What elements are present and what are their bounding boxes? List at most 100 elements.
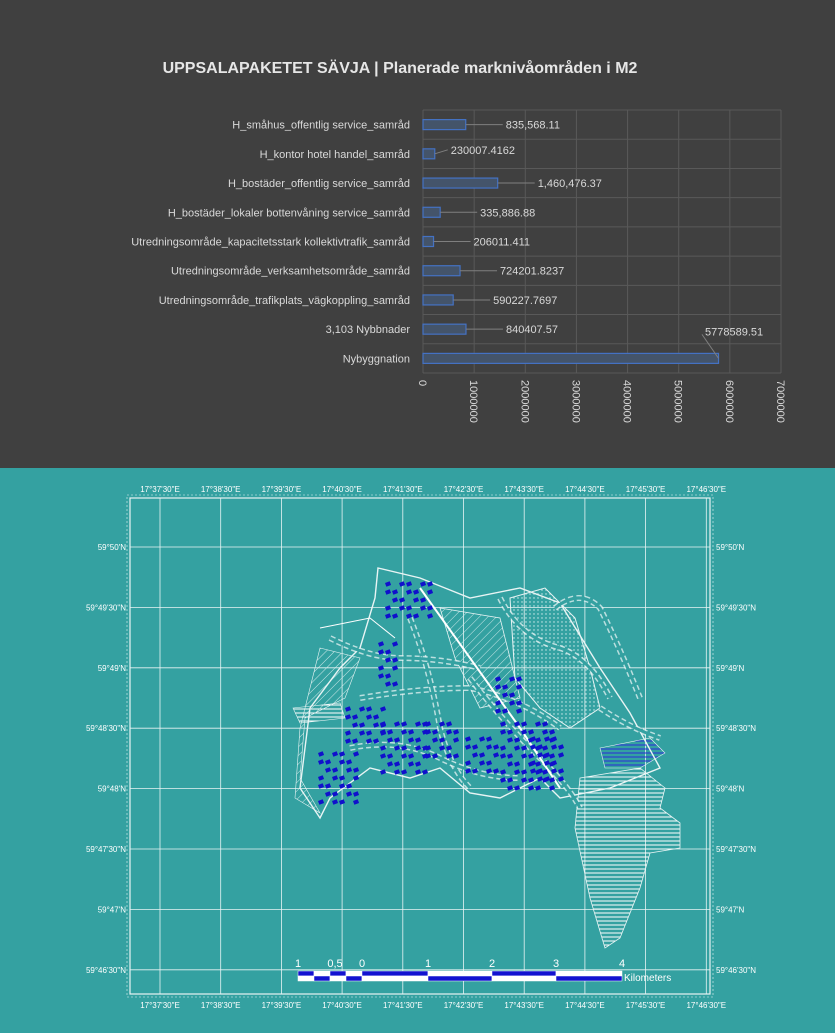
building <box>380 745 387 751</box>
building <box>439 745 446 751</box>
building <box>507 753 514 759</box>
building <box>332 775 339 781</box>
building <box>406 581 413 587</box>
building <box>373 738 380 744</box>
building <box>427 589 434 595</box>
category-label: H_småhus_offentlig service_samråd <box>232 120 410 132</box>
longitude-label-bottom: 17°37'30"E <box>140 1001 180 1010</box>
building <box>325 767 332 773</box>
scalebar-segment <box>345 975 363 982</box>
x-tick-label: 0 <box>416 380 428 386</box>
building <box>401 721 408 727</box>
building <box>495 684 502 690</box>
category-label: H_kontor hotel handel_samråd <box>260 149 410 161</box>
building <box>339 759 346 765</box>
x-tick-label: 4000000 <box>621 380 633 423</box>
building <box>392 681 399 687</box>
building <box>425 745 432 751</box>
building <box>394 721 401 727</box>
building <box>408 737 415 743</box>
building <box>420 605 427 611</box>
building <box>366 738 373 744</box>
building <box>385 681 392 687</box>
scalebar-label: 1 <box>295 958 301 970</box>
latitude-label-left: 59°49'30"N <box>86 603 126 612</box>
building <box>516 676 523 682</box>
building <box>352 722 359 728</box>
building <box>528 785 535 791</box>
scalebar-segment <box>361 970 429 977</box>
building <box>500 777 507 783</box>
building <box>558 776 565 782</box>
building <box>380 729 387 735</box>
building <box>542 769 549 775</box>
building <box>542 721 549 727</box>
building <box>500 721 507 727</box>
chart-title: UPPSALAPAKETET SÄVJA | Planerade markniv… <box>162 60 638 77</box>
building <box>318 759 325 765</box>
scalebar-segment <box>555 970 623 977</box>
longitude-label-bottom: 17°45'30"E <box>626 1001 666 1010</box>
scalebar-label: 4 <box>619 958 625 970</box>
building <box>493 752 500 758</box>
building <box>439 737 446 743</box>
building <box>500 753 507 759</box>
category-label: Utredningsområde_verksamhetsområde_samrå… <box>171 266 410 278</box>
building <box>408 753 415 759</box>
longitude-label-top: 17°41'30"E <box>383 485 423 494</box>
building <box>486 760 493 766</box>
building <box>530 768 537 774</box>
building <box>536 744 544 750</box>
building <box>478 752 486 758</box>
building <box>507 737 514 743</box>
scalebar-segment <box>297 975 315 982</box>
building <box>399 581 406 587</box>
area-polygon <box>599 737 666 769</box>
x-tick-label: 1000000 <box>467 380 479 423</box>
building <box>366 714 373 720</box>
bar <box>422 235 435 248</box>
building <box>495 700 502 706</box>
building <box>422 769 429 775</box>
building <box>385 605 392 611</box>
longitude-label-top: 17°43'30"E <box>504 485 544 494</box>
building <box>385 613 392 619</box>
latitude-label-right: 59°47'30"N <box>716 845 756 854</box>
building <box>427 605 434 611</box>
longitude-label-bottom: 17°46'30"E <box>686 1001 726 1010</box>
building <box>453 753 460 759</box>
building <box>453 729 460 735</box>
building <box>521 769 528 775</box>
building <box>551 768 558 774</box>
building <box>353 775 360 781</box>
data-label: 5778589.51 <box>705 326 763 338</box>
building <box>507 785 514 791</box>
scalebar-segment <box>345 970 363 977</box>
building <box>385 581 392 587</box>
building <box>318 783 325 789</box>
building <box>373 714 380 720</box>
map-frame-ticks <box>126 494 714 998</box>
longitude-label-top: 17°46'30"E <box>686 485 726 494</box>
building <box>332 799 339 805</box>
building <box>521 753 528 759</box>
building <box>509 700 516 706</box>
building <box>359 706 366 712</box>
building <box>495 708 502 714</box>
building <box>425 753 432 759</box>
x-tick-label: 5000000 <box>672 380 684 423</box>
building <box>521 729 528 735</box>
scalebar-label: 2 <box>489 958 495 970</box>
building <box>486 768 493 774</box>
longitude-label-bottom: 17°44'30"E <box>565 1001 605 1010</box>
bar <box>422 119 467 131</box>
scalebar-label: 3 <box>553 958 559 970</box>
building <box>446 721 453 727</box>
building <box>359 730 366 736</box>
building <box>558 768 565 774</box>
building <box>537 768 544 774</box>
building <box>558 752 565 758</box>
longitude-label-top: 17°44'30"E <box>565 485 605 494</box>
building <box>544 760 551 766</box>
longitude-label-bottom: 17°41'30"E <box>383 1001 423 1010</box>
